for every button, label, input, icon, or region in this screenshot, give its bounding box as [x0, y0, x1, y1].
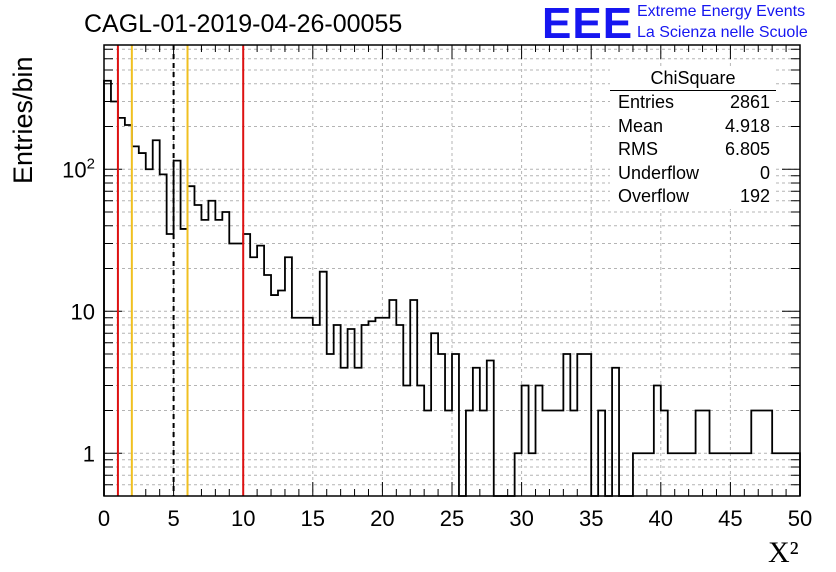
stats-box: ChiSquare Entries 2861 Mean 4.918 RMS 6.… [610, 68, 776, 209]
stats-value: 6.805 [724, 139, 770, 159]
x-tick-label: 50 [788, 506, 812, 531]
stats-label: Overflow [618, 186, 690, 206]
x-tick-label: 45 [718, 506, 742, 531]
stats-row-overflow: Overflow 192 [610, 185, 776, 209]
y-axis-label: Entries/bin [8, 56, 38, 184]
stats-label: RMS [618, 139, 658, 159]
histogram-series [103, 79, 801, 497]
y-tick-label: 102 [62, 155, 95, 182]
stats-row-entries: Entries 2861 [610, 91, 776, 115]
x-tick-label: 30 [509, 506, 533, 531]
plot-frame [103, 44, 801, 497]
x-tick-label: 40 [649, 506, 673, 531]
stats-label: Mean [618, 115, 664, 136]
x-tick-label: 15 [301, 506, 325, 531]
stats-label: Entries [618, 92, 675, 112]
x-tick-label: 5 [167, 506, 179, 531]
stats-value: 0 [759, 162, 770, 183]
stats-title: ChiSquare [610, 68, 776, 91]
y-tick-label: 10 [71, 299, 95, 324]
stats-row-rms: RMS 6.805 [610, 138, 776, 162]
stats-value: 2861 [729, 92, 770, 112]
logo-subtitle-line2: La Scienza nelle Scuole [637, 24, 808, 41]
stats-row-mean: Mean 4.918 [610, 115, 776, 139]
x-tick-label: 0 [98, 506, 110, 531]
eee-logo: EEE [542, 0, 634, 48]
x-tick-label: 10 [231, 506, 255, 531]
x-tick-label: 20 [370, 506, 394, 531]
x-tick-label: 35 [579, 506, 603, 531]
stats-value: 4.918 [724, 115, 770, 136]
x-tick-label: 25 [440, 506, 464, 531]
stats-label: Underflow [618, 162, 700, 183]
x-axis-label: X² [768, 536, 799, 569]
stats-value: 192 [739, 186, 770, 206]
logo-subtitle-line1: Extreme Energy Events [637, 3, 806, 20]
chart-title: CAGL-01-2019-04-26-00055 [84, 10, 403, 38]
y-tick-label: 1 [83, 441, 95, 466]
stats-row-underflow: Underflow 0 [610, 162, 776, 186]
